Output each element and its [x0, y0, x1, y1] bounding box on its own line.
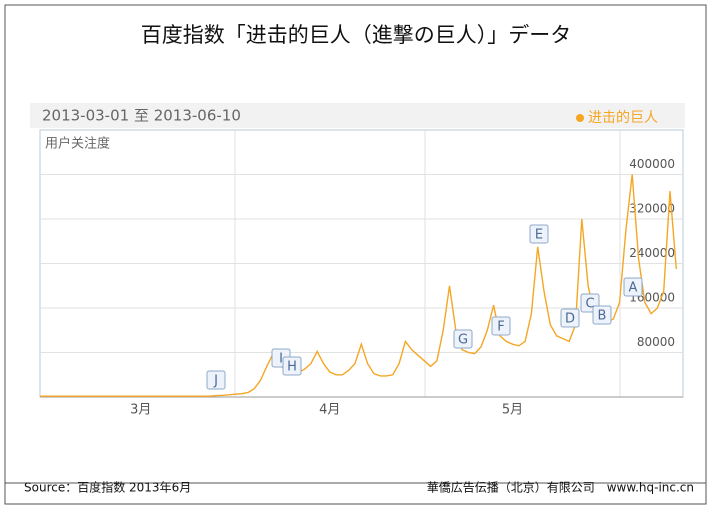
y-axis-label: 用户关注度 — [45, 136, 110, 152]
legend-marker — [576, 114, 584, 122]
footer-company: 華僑広告伝播（北京）有限公司 www.hq-inc.cn — [427, 481, 694, 495]
footer-source: Source：百度指数 2013年6月 — [24, 480, 191, 495]
event-flag-label: E — [535, 228, 543, 243]
event-flag-label: B — [598, 309, 607, 324]
event-flag — [560, 308, 580, 328]
y-tick-label: 80000 — [637, 335, 675, 349]
panel-header — [30, 103, 685, 128]
event-flag — [453, 329, 473, 349]
event-flag — [206, 370, 226, 390]
date-range: 2013-03-01 至 2013-06-10 — [42, 107, 241, 125]
event-flag — [491, 316, 511, 336]
y-tick-label: 240000 — [629, 246, 675, 260]
chart-title: 百度指数「进击的巨人（進撃の巨人）」データ — [141, 23, 572, 47]
event-flag-label: A — [629, 281, 638, 296]
y-tick-label: 400000 — [629, 157, 675, 171]
legend-label: 进击的巨人 — [588, 110, 658, 126]
event-flag — [623, 277, 643, 297]
x-tick-label: 4月 — [319, 403, 340, 418]
event-flag — [529, 224, 549, 244]
event-flag-label: J — [213, 374, 218, 389]
x-tick-label: 5月 — [502, 403, 523, 418]
event-flag-label: I — [279, 352, 283, 367]
event-flag-label: H — [287, 360, 297, 375]
event-flag — [592, 305, 612, 325]
event-flag-label: C — [585, 297, 594, 312]
x-tick-label: 3月 — [130, 403, 151, 418]
event-flag-label: D — [565, 312, 575, 327]
y-tick-label: 320000 — [629, 202, 675, 216]
series-line — [40, 174, 677, 397]
event-flag-label: G — [458, 333, 468, 348]
event-flag — [282, 356, 302, 376]
event-flag-label: F — [497, 320, 504, 335]
